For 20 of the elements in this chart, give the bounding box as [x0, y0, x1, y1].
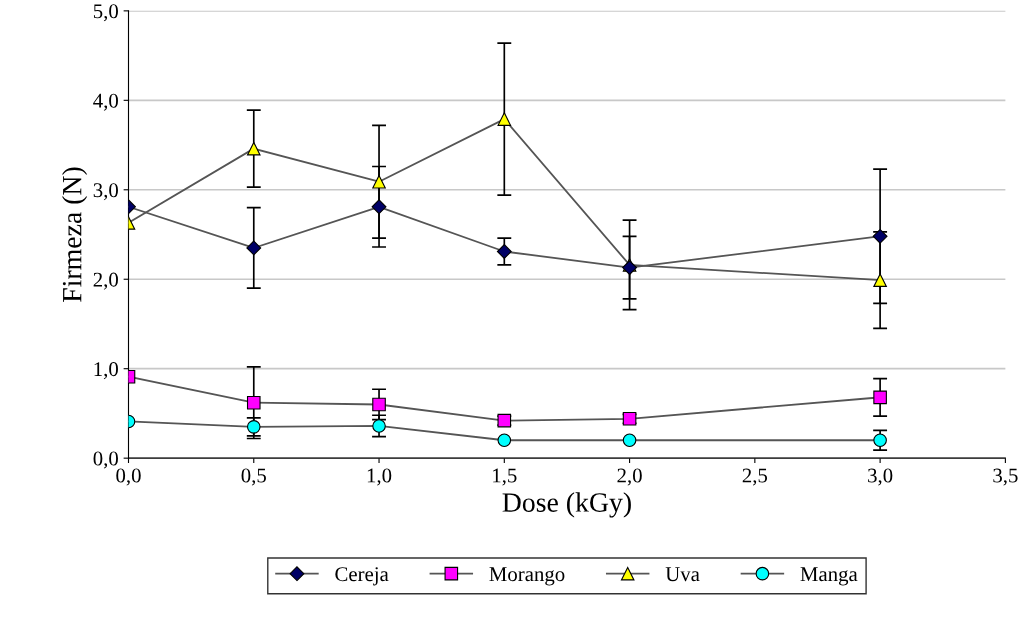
y-tick-label: 4,0 — [93, 93, 118, 111]
x-tick-label: 2,0 — [617, 468, 642, 486]
y-tick-label: 1,0 — [94, 362, 118, 380]
y-tick-label: 5,0 — [93, 4, 118, 22]
x-tick-label: 3,0 — [868, 468, 893, 486]
x-tick-label: 0,5 — [241, 468, 266, 486]
x-tick-label: 1,0 — [367, 468, 392, 486]
y-axis-title: Firmeza (N) — [61, 167, 88, 302]
x-tick-label: 2,5 — [742, 468, 768, 486]
y-tick-label: 2,0 — [93, 272, 118, 290]
x-tick-label: 0,0 — [116, 468, 141, 486]
y-tick-label: 3,0 — [93, 183, 118, 201]
x-tick-label: 3,5 — [993, 468, 1018, 486]
legend-label: Manga — [800, 567, 858, 586]
y-tick-label: 0,0 — [93, 451, 118, 469]
x-axis-title: Dose (kGy) — [502, 492, 631, 518]
x-tick-label: 1,5 — [493, 468, 517, 486]
legend-label: Morango — [489, 567, 565, 586]
legend-label: Cereja — [335, 567, 389, 586]
legend-label: Uva — [665, 567, 700, 582]
